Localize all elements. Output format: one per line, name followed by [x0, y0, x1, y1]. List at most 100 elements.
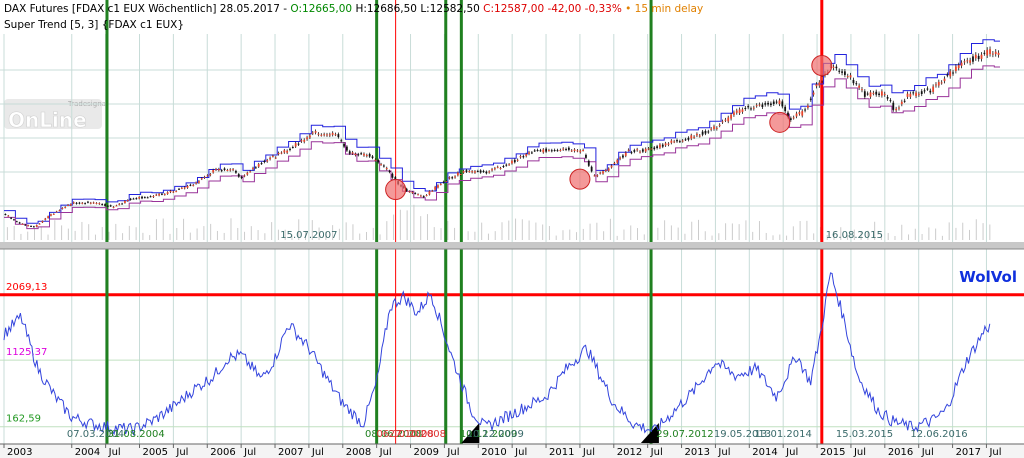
candle-body — [536, 150, 539, 152]
x-tick-label: 2006 — [210, 447, 235, 458]
candle-body — [348, 151, 351, 154]
candle-body — [155, 194, 158, 196]
candle-body — [269, 157, 271, 160]
candle-body — [556, 150, 559, 152]
candle-body — [314, 131, 317, 133]
candle-body — [337, 134, 340, 138]
candle-body — [562, 148, 565, 150]
candle-body — [365, 154, 368, 157]
candle-body — [394, 177, 397, 180]
pane-separator[interactable] — [0, 242, 1024, 249]
candle-body — [792, 117, 795, 119]
candle-body — [13, 219, 15, 221]
candle-body — [468, 171, 471, 173]
candle-body — [306, 137, 308, 140]
candle-body — [454, 176, 456, 178]
candle-body — [493, 168, 496, 170]
wolvol-line — [3, 272, 991, 436]
candle-body — [872, 92, 875, 94]
candle-body — [388, 170, 391, 173]
candle-body — [146, 197, 149, 199]
candle-body — [838, 70, 841, 72]
wolvol-annotation: 07.03.2004 — [67, 429, 124, 440]
x-axis-band — [0, 444, 1024, 458]
candle-body — [368, 154, 371, 157]
candle-body — [681, 140, 684, 142]
candle-body — [607, 168, 610, 171]
candle-body — [878, 93, 880, 96]
candle-body — [889, 100, 892, 102]
x-tick-label: 2013 — [685, 447, 710, 458]
candle-body — [704, 131, 707, 134]
candle-body — [508, 164, 511, 166]
candle-body — [772, 101, 775, 104]
candle-body — [633, 150, 636, 152]
candle-body — [297, 143, 300, 145]
candle-body — [340, 140, 343, 142]
candle-body — [189, 184, 192, 186]
candle-body — [687, 137, 690, 140]
wolvol-annotation: 08.06.2008 — [365, 429, 422, 440]
wolvol-annotation: 10.12.2009 — [460, 429, 517, 440]
candle-body — [30, 225, 32, 227]
candle-body — [969, 60, 972, 63]
candle-body — [237, 174, 240, 177]
header-instrument: DAX Futures [FDAX c1 EUX Wöchentlich] 28… — [4, 3, 290, 15]
candle-body — [858, 85, 861, 88]
candle-body — [206, 175, 209, 177]
candle-body — [87, 201, 89, 203]
candle-body — [846, 76, 849, 78]
candle-body — [61, 207, 64, 209]
candle-body — [291, 147, 294, 149]
candle-body — [784, 106, 787, 112]
candle-body — [92, 202, 95, 204]
x-tick-label: 2009 — [414, 447, 439, 458]
candle-body — [414, 193, 417, 195]
candle-body — [209, 174, 212, 176]
candle-body — [610, 165, 613, 168]
candle-body — [451, 177, 454, 179]
candle-body — [351, 152, 354, 154]
candle-body — [442, 181, 445, 183]
candle-body — [35, 225, 38, 227]
highlight-circle — [811, 55, 833, 77]
candle-body — [212, 169, 215, 173]
wolvol-annotation: 29.07.2012 — [656, 429, 713, 440]
candle-body — [832, 66, 835, 68]
candle-body — [653, 147, 656, 150]
candle-body — [417, 194, 419, 196]
candle-body — [4, 214, 7, 216]
candle-body — [21, 223, 24, 225]
x-tick-label: 2003 — [7, 447, 32, 458]
candle-body — [900, 101, 903, 105]
candle-body — [935, 84, 937, 86]
candle-body — [178, 188, 180, 190]
candle-body — [818, 82, 821, 86]
candle-body — [604, 169, 607, 171]
candle-body — [630, 152, 633, 154]
annotations: 15.07.2007 16.08.2015 07.03.200431.08.2004… — [67, 230, 968, 440]
candle-body — [892, 102, 895, 110]
x-tick-label: Jul — [988, 447, 1001, 458]
header-change: -42,00 — [544, 3, 581, 15]
candle-body — [240, 176, 243, 179]
candle-body — [593, 175, 596, 177]
candle-body — [217, 168, 220, 171]
vertical-markers — [105, 0, 824, 444]
candle-body — [542, 149, 545, 153]
candle-body — [354, 153, 357, 156]
candle-body — [286, 150, 289, 153]
candle-body — [997, 52, 1000, 55]
candle-body — [701, 131, 704, 135]
x-tick-label: 2008 — [346, 447, 371, 458]
candle-body — [439, 183, 442, 185]
x-tick-label: 2014 — [752, 447, 777, 458]
x-tick-label: 2011 — [549, 447, 574, 458]
candle-body — [223, 168, 226, 170]
candle-body — [733, 112, 735, 115]
candle-body — [462, 170, 465, 173]
wolvol-annotation: 19.05.2013 — [714, 429, 771, 440]
candle-body — [431, 190, 434, 192]
candle-body — [983, 52, 986, 54]
candle-body — [932, 86, 935, 92]
